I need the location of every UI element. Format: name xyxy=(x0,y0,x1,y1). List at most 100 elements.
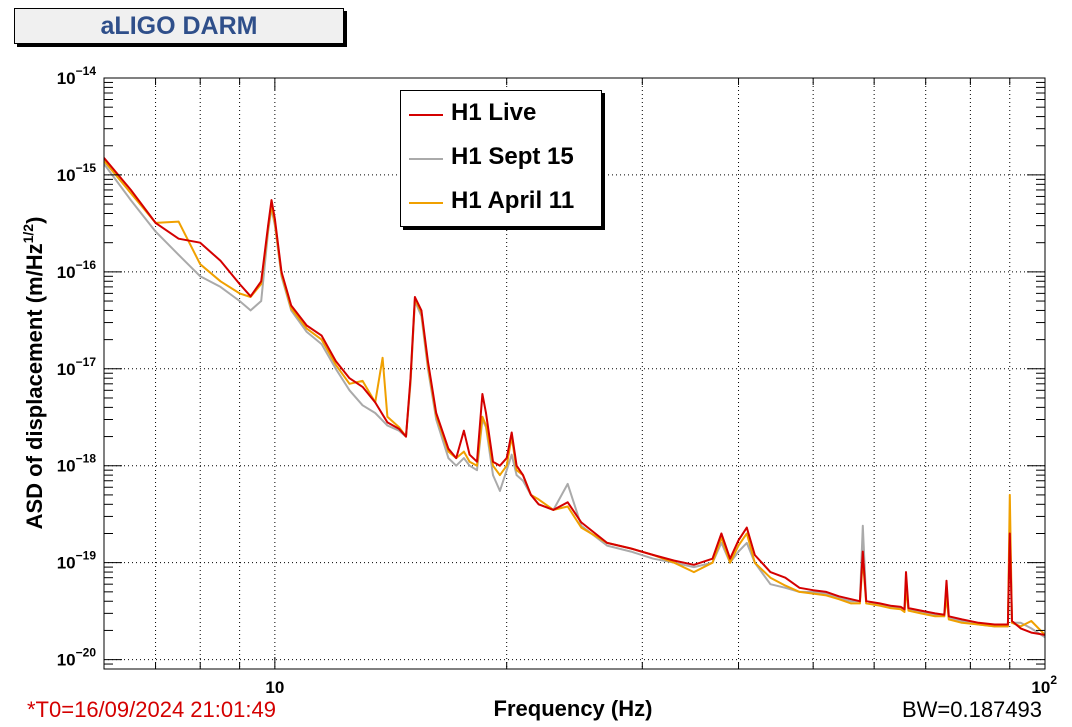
data-point-h1-april-11 xyxy=(335,364,337,366)
y-tick-label: 10−20 xyxy=(57,646,97,670)
title-box: aLIGO DARM xyxy=(14,8,344,44)
data-point-h1-live xyxy=(420,309,423,312)
data-point-h1-sept-15 xyxy=(1030,627,1033,630)
data-point-h1-april-11 xyxy=(537,498,540,501)
chart-title: aLIGO DARM xyxy=(100,11,258,40)
data-point-h1-live xyxy=(481,393,484,395)
data-point-h1-april-11 xyxy=(505,464,508,467)
y-tick-label: 10−19 xyxy=(57,549,97,573)
data-point-h1-sept-15 xyxy=(447,457,450,459)
data-point-h1-live xyxy=(693,564,695,566)
data-point-h1-live xyxy=(335,360,337,362)
data-point-h1-live xyxy=(260,280,263,283)
data-point-h1-live xyxy=(945,580,948,582)
data-point-h1-live xyxy=(447,447,450,450)
data-point-h1-april-11 xyxy=(784,584,787,587)
data-point-h1-live xyxy=(374,401,377,404)
data-point-h1-live xyxy=(825,591,828,593)
data-point-h1-live xyxy=(903,608,906,611)
x-tick-label: 10 xyxy=(265,678,284,697)
data-point-h1-live xyxy=(859,600,861,602)
data-point-h1-live xyxy=(398,428,400,430)
data-point-h1-april-11 xyxy=(977,623,980,626)
data-point-h1-live xyxy=(673,559,675,562)
data-point-h1-sept-15 xyxy=(463,457,465,459)
data-point-h1-live xyxy=(515,464,518,467)
data-point-h1-sept-15 xyxy=(769,583,772,585)
data-point-h1-live xyxy=(552,509,555,511)
data-point-h1-live xyxy=(463,429,465,432)
y-tick-label: 10−16 xyxy=(57,258,97,282)
data-point-h1-live xyxy=(746,526,748,529)
data-point-h1-sept-15 xyxy=(130,199,132,201)
data-point-h1-live xyxy=(737,539,740,542)
data-point-h1-sept-15 xyxy=(320,343,323,345)
data-point-h1-live xyxy=(784,576,787,579)
data-point-h1-live xyxy=(711,557,714,560)
data-point-h1-live xyxy=(943,614,946,616)
data-point-h1-live xyxy=(934,612,936,615)
data-point-h1-sept-15 xyxy=(505,469,508,472)
data-point-h1-april-11 xyxy=(515,469,518,472)
data-point-h1-live xyxy=(386,421,389,424)
data-point-h1-april-11 xyxy=(729,561,731,564)
legend-label-h1-sept15: H1 Sept 15 xyxy=(451,143,574,170)
data-point-h1-live xyxy=(435,412,438,414)
data-point-h1-sept-15 xyxy=(492,474,494,476)
data-point-h1-april-11 xyxy=(476,464,478,467)
data-point-h1-live xyxy=(900,606,902,608)
data-point-h1-april-11 xyxy=(260,283,263,285)
data-point-h1-sept-15 xyxy=(468,464,471,467)
data-point-h1-april-11 xyxy=(859,602,861,605)
timestamp-label: *T0=16/09/2024 21:01:49 xyxy=(27,697,276,722)
data-point-h1-april-11 xyxy=(838,598,840,600)
legend-item-h1-april11: H1 April 11 xyxy=(401,181,601,221)
data-point-h1-april-11 xyxy=(199,263,201,266)
data-point-h1-sept-15 xyxy=(361,404,364,407)
data-point-h1-live xyxy=(1019,627,1022,630)
data-point-h1-april-11 xyxy=(485,424,487,427)
data-point-h1-live xyxy=(238,283,241,285)
data-point-h1-live xyxy=(1009,532,1011,535)
data-point-h1-live xyxy=(455,457,458,459)
data-point-h1-april-11 xyxy=(1030,620,1033,622)
grid xyxy=(104,78,1045,669)
data-point-h1-april-11 xyxy=(219,280,222,283)
data-point-h1-april-11 xyxy=(348,383,351,385)
data-point-h1-april-11 xyxy=(737,544,740,547)
data-point-h1-april-11 xyxy=(754,561,756,564)
data-point-h1-live xyxy=(280,271,283,273)
data-point-h1-live xyxy=(427,360,429,362)
data-point-h1-april-11 xyxy=(238,292,241,295)
data-point-h1-live xyxy=(798,587,801,589)
data-point-h1-live xyxy=(865,600,867,602)
data-point-h1-live xyxy=(177,237,180,240)
data-point-h1-sept-15 xyxy=(510,453,513,456)
data-point-h1-april-11 xyxy=(447,450,450,453)
data-point-h1-live xyxy=(492,460,494,463)
data-point-h1-sept-15 xyxy=(825,592,828,595)
data-point-h1-live xyxy=(838,595,840,598)
data-point-h1-sept-15 xyxy=(746,542,748,544)
data-point-h1-sept-15 xyxy=(219,286,222,288)
legend-item-h1-live: H1 Live xyxy=(401,93,601,133)
data-point-h1-live xyxy=(961,618,963,621)
data-point-h1-live xyxy=(606,542,608,544)
data-point-h1-live xyxy=(850,598,852,600)
data-point-h1-april-11 xyxy=(798,591,801,593)
data-point-h1-april-11 xyxy=(492,464,494,467)
data-point-h1-live xyxy=(720,532,723,535)
data-point-h1-sept-15 xyxy=(249,309,252,312)
data-point-h1-sept-15 xyxy=(348,389,351,392)
data-point-h1-live xyxy=(485,412,487,414)
data-point-h1-live xyxy=(862,550,864,553)
data-point-h1-live xyxy=(414,296,416,298)
data-point-h1-april-11 xyxy=(934,615,936,618)
data-point-h1-sept-15 xyxy=(812,591,814,593)
data-point-h1-sept-15 xyxy=(499,490,501,492)
data-point-h1-april-11 xyxy=(673,561,675,564)
data-point-h1-april-11 xyxy=(889,607,892,609)
data-point-h1-april-11 xyxy=(907,609,910,612)
data-point-h1-live xyxy=(537,503,540,506)
data-point-h1-sept-15 xyxy=(1019,622,1022,624)
